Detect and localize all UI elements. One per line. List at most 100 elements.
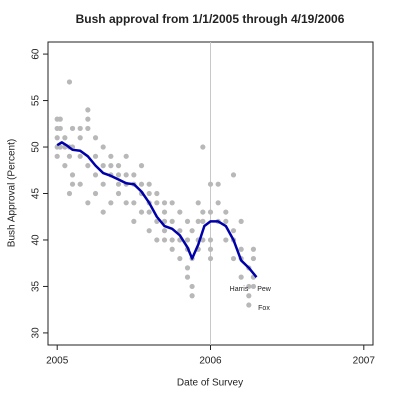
poll-point — [62, 135, 68, 141]
x-axis-label: Date of Survey — [177, 378, 243, 389]
poll-point — [169, 200, 175, 206]
poll-point — [85, 200, 91, 206]
poll-point — [138, 181, 145, 187]
poll-point — [161, 209, 168, 215]
poll-point — [77, 135, 83, 141]
poll-point — [146, 228, 152, 234]
annotation: Fox — [258, 305, 270, 312]
poll-point — [207, 246, 214, 252]
poll-point — [108, 153, 114, 159]
poll-point — [189, 283, 195, 290]
poll-point — [200, 218, 206, 224]
poll-point — [100, 209, 106, 215]
poll-point — [115, 190, 122, 197]
poll-point — [207, 181, 214, 187]
poll-point — [189, 293, 195, 299]
poll-point — [66, 79, 73, 85]
poll-point — [161, 228, 168, 234]
poll-point — [100, 144, 106, 150]
poll-point — [57, 144, 63, 150]
poll-point — [230, 172, 237, 178]
poll-point — [154, 237, 160, 243]
y-tick-label: 30 — [31, 327, 42, 339]
poll-point — [85, 116, 91, 122]
x-tick-label: 2006 — [199, 356, 222, 367]
y-axis-label: Bush Approval (Percent) — [7, 139, 18, 247]
poll-point — [85, 125, 91, 132]
poll-point — [66, 190, 73, 197]
poll-point — [85, 163, 91, 169]
poll-point — [115, 163, 122, 169]
poll-point — [115, 172, 122, 178]
x-tick-label: 2007 — [353, 356, 376, 367]
poll-point — [207, 237, 214, 243]
poll-point — [146, 209, 152, 215]
poll-point — [223, 218, 229, 224]
poll-point — [123, 153, 129, 159]
poll-point — [246, 283, 252, 290]
y-tick-label: 50 — [31, 141, 42, 153]
annotation: Pew — [257, 286, 272, 293]
y-tick-label: 40 — [31, 234, 42, 246]
poll-point — [108, 163, 114, 169]
poll-point — [207, 209, 214, 215]
poll-point — [92, 172, 99, 178]
poll-point — [123, 200, 129, 206]
poll-point — [92, 153, 99, 159]
poll-point — [54, 135, 60, 141]
poll-point — [189, 228, 195, 234]
poll-point — [115, 181, 122, 187]
poll-point — [230, 228, 237, 234]
poll-point — [238, 274, 244, 280]
poll-point — [131, 172, 137, 178]
poll-point — [230, 255, 237, 262]
poll-point — [100, 181, 106, 187]
poll-point — [77, 181, 83, 187]
poll-point — [184, 237, 191, 243]
poll-point — [92, 135, 99, 141]
poll-point — [223, 209, 229, 215]
poll-point — [85, 107, 91, 113]
poll-point — [69, 125, 76, 132]
poll-point — [250, 283, 257, 290]
poll-point — [69, 181, 76, 187]
poll-point — [92, 190, 99, 197]
poll-point — [154, 200, 160, 206]
poll-point — [161, 237, 168, 243]
poll-point — [195, 200, 201, 206]
x-tick-label: 2005 — [46, 356, 69, 367]
poll-point — [238, 218, 244, 224]
poll-point — [57, 125, 63, 132]
poll-point — [215, 181, 221, 187]
poll-point — [250, 246, 257, 252]
poll-point — [77, 125, 83, 132]
trend-line — [56, 141, 258, 278]
chart-title: Bush approval from 1/1/2005 through 4/19… — [76, 12, 345, 26]
poll-point — [131, 200, 137, 206]
poll-point — [177, 255, 183, 262]
poll-point — [223, 237, 229, 243]
poll-point — [177, 209, 183, 215]
poll-point — [200, 144, 206, 150]
poll-point — [184, 218, 191, 224]
poll-point — [138, 209, 145, 215]
poll-point — [146, 190, 152, 197]
poll-point — [77, 153, 83, 159]
poll-point — [66, 153, 73, 159]
poll-point — [177, 228, 183, 234]
annotation: Harris — [230, 286, 249, 293]
poll-point — [57, 116, 63, 122]
poll-point — [200, 209, 206, 215]
poll-point — [69, 172, 76, 178]
poll-point — [138, 163, 145, 169]
poll-point — [154, 190, 160, 197]
poll-point — [169, 237, 175, 243]
poll-point — [184, 274, 191, 280]
y-tick-label: 60 — [31, 48, 42, 60]
poll-point — [238, 246, 244, 252]
poll-point — [200, 237, 206, 243]
poll-point — [246, 293, 252, 299]
y-tick-label: 55 — [31, 95, 42, 107]
y-tick-label: 45 — [31, 188, 42, 200]
